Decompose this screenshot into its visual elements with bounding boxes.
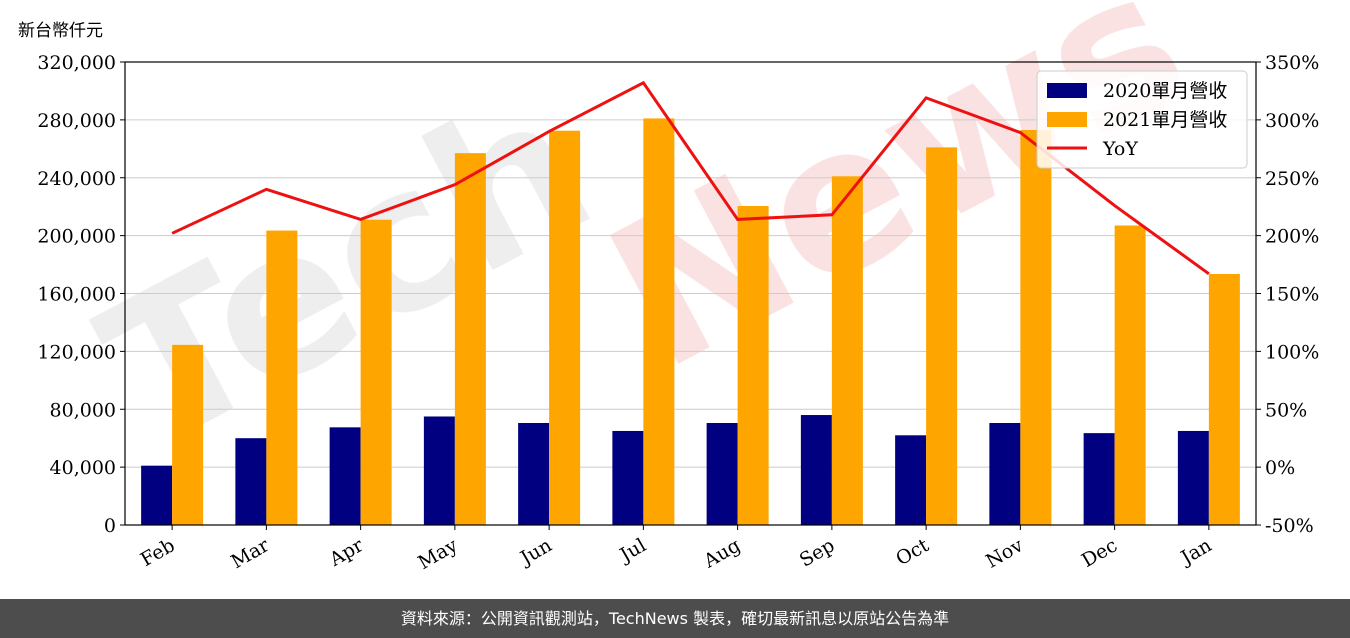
bar-2021: [1208, 273, 1240, 525]
legend: 2020單月營收 2021單月營收 YoY: [1036, 70, 1248, 169]
y-tick-label: 240,000: [37, 168, 116, 190]
bar-2021: [831, 176, 863, 525]
bar-2020: [1177, 430, 1209, 525]
revenue-chart: Tech News 040,00080,000120,000160,000200…: [37, 0, 1319, 574]
y2-tick-label: 150%: [1265, 284, 1319, 306]
bar-2021: [360, 219, 392, 525]
y-tick-label: 320,000: [37, 52, 116, 74]
bar-2021: [643, 118, 675, 525]
source-footer: 資料來源：公開資訊觀測站，TechNews 製表，確切最新訊息以原站公告為準: [0, 599, 1350, 638]
legend-swatch: [1047, 83, 1087, 98]
x-tick-label: Jan: [1176, 534, 1216, 570]
bar-2020: [141, 465, 173, 525]
x-tick-label: Jun: [515, 534, 556, 570]
bar-2020: [895, 435, 927, 525]
bar-2021: [549, 130, 581, 525]
y2-tick-label: 350%: [1265, 52, 1319, 74]
y2-tick-label: 0%: [1265, 457, 1295, 479]
y-tick-label: 0: [104, 515, 116, 537]
bar-2020: [612, 430, 644, 525]
x-tick-label: Aug: [699, 534, 744, 573]
x-tick-label: Jul: [615, 534, 650, 567]
bar-2020: [423, 416, 455, 525]
gridlines: [125, 119, 1256, 468]
x-tick-label: Oct: [892, 534, 933, 570]
x-tick-label: May: [414, 534, 461, 574]
x-tick-label: Mar: [227, 534, 273, 573]
y-tick-label: 120,000: [37, 341, 116, 363]
y2-tick-label: 300%: [1265, 110, 1319, 132]
bar-2021: [266, 230, 298, 525]
y2-tick-label: 100%: [1265, 341, 1319, 363]
legend-swatch: [1047, 112, 1087, 127]
legend-label: 2020單月營收: [1103, 80, 1227, 102]
bars: [141, 118, 1240, 526]
y2-tick-label: 200%: [1265, 226, 1319, 248]
y-axis-unit-label: 新台幣仟元: [18, 21, 103, 41]
x-tick-label: Apr: [325, 534, 368, 571]
x-tick-label: Nov: [982, 534, 1027, 573]
legend-box: [1036, 70, 1248, 169]
legend-label: YoY: [1102, 138, 1138, 160]
bar-2021: [172, 344, 204, 525]
y2-tick-label: 250%: [1265, 168, 1319, 190]
yoy-line: [171, 80, 1210, 276]
bar-2021: [454, 153, 486, 525]
bar-2020: [329, 427, 361, 525]
bar-2021: [737, 205, 769, 526]
bar-2020: [518, 422, 550, 525]
bar-2020: [989, 422, 1021, 525]
x-tick-label: Dec: [1078, 534, 1121, 572]
y2-tick-label: 50%: [1265, 399, 1307, 421]
y-tick-label: 200,000: [37, 226, 116, 248]
y-tick-label: 80,000: [50, 399, 116, 421]
bar-2021: [1020, 130, 1052, 526]
y2-tick-label: -50%: [1265, 515, 1314, 537]
bar-2021: [1114, 225, 1146, 525]
y-tick-label: 280,000: [37, 110, 116, 132]
x-tick-label: Feb: [137, 534, 179, 571]
bar-2020: [235, 438, 267, 525]
yoy-line-group: [171, 80, 1210, 276]
bar-2021: [926, 147, 958, 525]
bar-2020: [706, 422, 738, 525]
bar-2020: [800, 415, 832, 525]
bar-2020: [1083, 433, 1115, 525]
plot-frame: [124, 61, 1257, 526]
y-tick-label: 40,000: [50, 457, 116, 479]
y-tick-label: 160,000: [37, 284, 116, 306]
x-tick-label: Sep: [796, 534, 839, 571]
legend-label: 2021單月營收: [1103, 109, 1227, 131]
